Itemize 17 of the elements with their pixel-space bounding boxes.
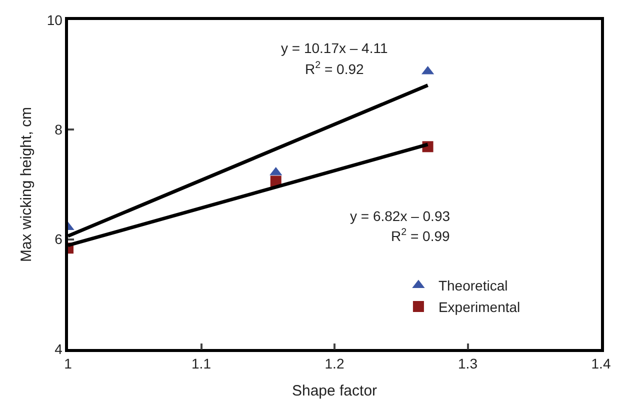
annotation: y = 10.17x – 4.11 [281, 40, 388, 56]
y-tick-label: 4 [54, 340, 63, 357]
x-tick-label: 1.2 [324, 356, 344, 372]
annotation: R$^{2}$ = 0.99 [391, 227, 450, 244]
x-tick-label: 1.1 [192, 356, 212, 372]
y-tick-label: 8 [54, 122, 63, 138]
legend-label: Experimental [438, 298, 520, 315]
y-tick-label: 10 [46, 12, 63, 28]
x-tick-label: 1 [64, 356, 72, 372]
annotation: y = 6.82x – 0.93 [350, 208, 450, 224]
x-tick-label: 1.4 [591, 356, 611, 372]
x-axis-title: Shape factor [292, 382, 378, 400]
x-tick-label: 1.3 [458, 356, 478, 372]
y-axis-title: Max wicking height, cm [18, 106, 36, 262]
annotation: R$^{2}$ = 0.92 [305, 60, 364, 77]
y-tick-label: 6 [54, 231, 63, 248]
legend-label: Theoretical [438, 278, 508, 294]
